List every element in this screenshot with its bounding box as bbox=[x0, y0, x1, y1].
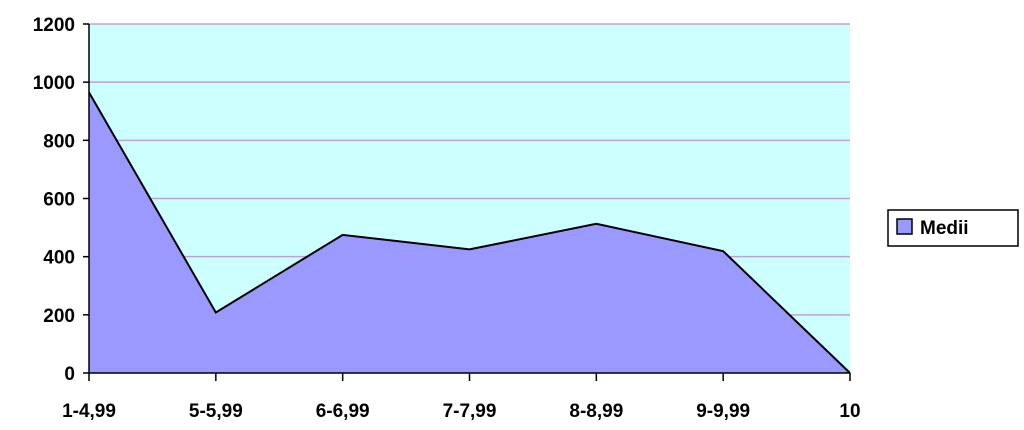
y-tick-label: 0 bbox=[64, 364, 75, 385]
y-tick-label: 1200 bbox=[33, 15, 75, 36]
y-tick-label: 1000 bbox=[33, 73, 75, 94]
series-line bbox=[88, 91, 851, 374]
series-layer bbox=[88, 91, 851, 374]
y-tick-label: 200 bbox=[43, 306, 75, 327]
y-tick-label: 600 bbox=[43, 190, 75, 211]
x-tick-label: 8-8,99 bbox=[569, 401, 623, 422]
x-tick-label: 7-7,99 bbox=[443, 401, 497, 422]
x-tick-label: 5-5,99 bbox=[189, 401, 243, 422]
x-tick-label: 10 bbox=[839, 401, 860, 422]
x-tick-label: 6-6,99 bbox=[316, 401, 370, 422]
legend: Medii bbox=[887, 209, 1019, 247]
x-tick-label: 9-9,99 bbox=[696, 401, 750, 422]
y-tick-label: 800 bbox=[43, 131, 75, 152]
area-fill bbox=[89, 92, 850, 374]
y-tick-label: 400 bbox=[43, 248, 75, 269]
x-tick-label: 1-4,99 bbox=[62, 401, 116, 422]
y-axis-ticks: 0 200 400 600 800 1000 1200 bbox=[33, 15, 89, 385]
x-axis-ticks: 1-4,99 5-5,99 6-6,99 7-7,99 8-8,99 9-9,99 10 bbox=[62, 373, 861, 422]
legend-label: Medii bbox=[920, 218, 969, 239]
legend-swatch bbox=[896, 218, 913, 235]
